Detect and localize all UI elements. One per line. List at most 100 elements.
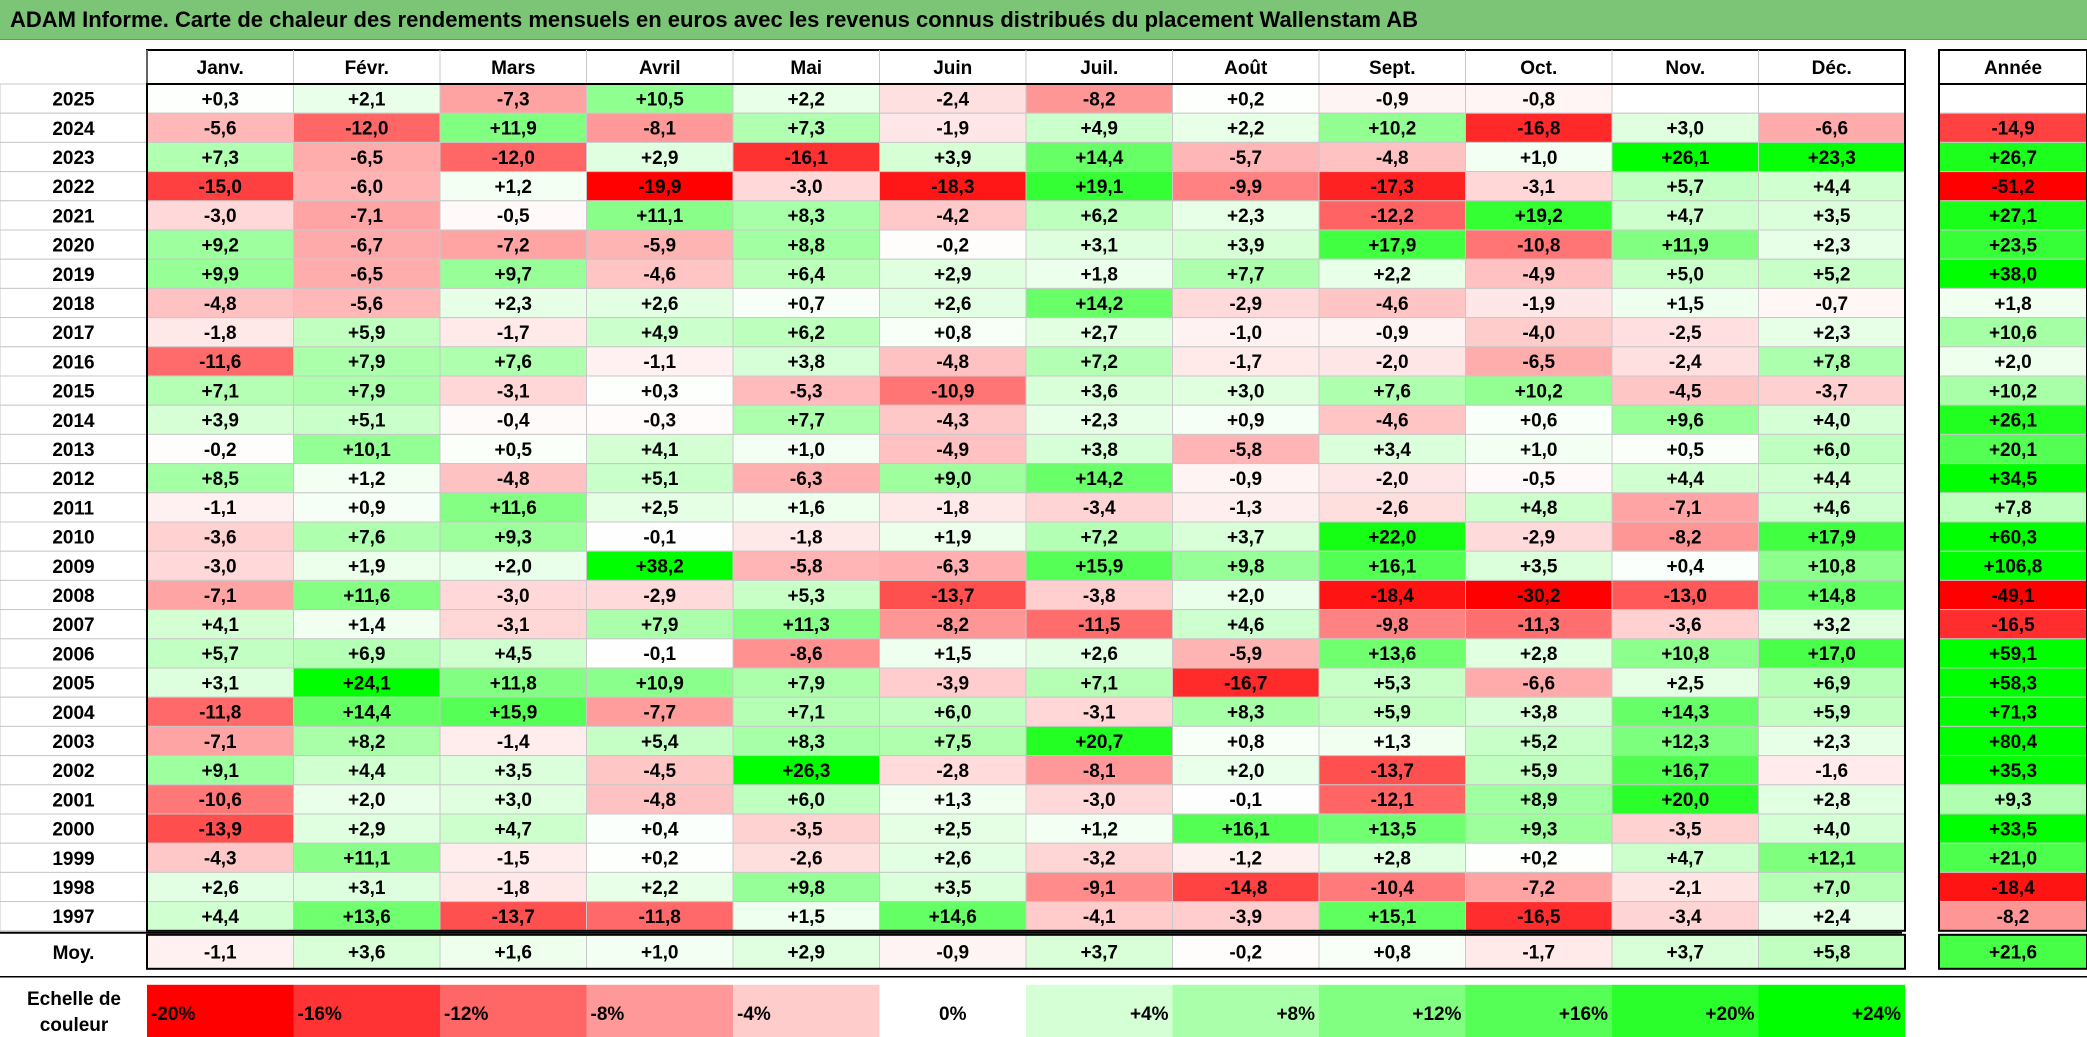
year-label-2017: 2017 (52, 323, 94, 344)
heat-cell-2001-6-label: -3,0 (1083, 790, 1116, 811)
month-header-4: Mai (790, 58, 822, 79)
heat-cell-2020-8-label: +17,9 (1368, 235, 1416, 256)
heat-cell-1998-8 (1318, 871, 1466, 903)
annual-cell-2004-label: +71,3 (1989, 703, 2037, 724)
heat-cell-2004-3-label: -7,7 (643, 703, 676, 724)
heat-cell-1997-11 (1758, 901, 1906, 932)
heat-cell-2017-3-label: +4,9 (641, 323, 679, 344)
heat-cell-2013-0-label: -0,2 (204, 440, 237, 461)
month-header-11: Déc. (1812, 58, 1852, 79)
heat-cell-2018-2-label: +2,3 (494, 294, 532, 315)
heat-cell-1997-9-label: -16,5 (1517, 907, 1561, 928)
heat-cell-2010-4-label: -1,8 (790, 527, 823, 548)
year-label-2001: 2001 (52, 790, 95, 811)
heat-cell-2019-5 (879, 258, 1027, 289)
heat-cell-2023-3-label: +2,9 (641, 148, 679, 169)
heat-cell-1997-10 (1611, 901, 1759, 932)
heat-cell-2019-11-label: +5,2 (1813, 265, 1851, 286)
heat-cell-2017-2 (439, 317, 587, 348)
annual-cell-1999-label: +21,0 (1989, 849, 2037, 870)
heat-cell-2006-4 (732, 638, 880, 669)
heat-cell-2010-8 (1318, 521, 1466, 552)
heat-cell-2009-0 (146, 550, 294, 581)
heat-cell-2011-9 (1465, 492, 1613, 523)
year-cell (0, 550, 148, 581)
heat-cell-2004-2-label: +15,9 (489, 703, 537, 724)
heat-cell-2017-9 (1465, 317, 1613, 348)
average-row-border (146, 933, 1906, 970)
heat-cell-2025-5-label: -2,4 (936, 89, 969, 110)
heat-cell-2025-9-label: -0,8 (1522, 89, 1555, 110)
heat-cell-2019-2-label: +9,7 (494, 265, 532, 286)
heat-cell-2017-0-label: -1,8 (204, 323, 237, 344)
heat-cell-2018-4 (732, 287, 880, 319)
heat-cell-2018-5-label: +2,6 (934, 294, 972, 315)
heat-cell-2022-9-label: -3,1 (1522, 177, 1555, 198)
heat-cell-2019-10-label: +5,0 (1666, 265, 1704, 286)
heat-cell-2009-8 (1318, 550, 1466, 581)
heat-cell-2003-5-label: +7,5 (934, 732, 972, 753)
heat-cell-2015-7-label: +3,0 (1227, 381, 1265, 402)
heat-cell-2001-0-label: -10,6 (199, 790, 242, 811)
heat-cell-2011-10-label: -7,1 (1669, 498, 1702, 519)
heat-cell-2007-8-label: -9,8 (1376, 615, 1409, 636)
heat-cell-1998-2 (439, 871, 587, 903)
heat-cell-2009-7 (1172, 550, 1320, 581)
heat-cell-2008-6 (1025, 579, 1173, 611)
year-label-2012: 2012 (52, 469, 94, 490)
heat-cell-2004-8 (1318, 696, 1466, 727)
heat-cell-2017-11-label: +2,3 (1813, 323, 1851, 344)
year-label-2010: 2010 (52, 528, 94, 549)
heat-cell-2009-1 (293, 550, 441, 581)
heat-cell-2012-9-label: -0,5 (1522, 469, 1555, 490)
heat-cell-2023-2 (439, 141, 587, 173)
heat-cell-2008-5 (879, 579, 1027, 611)
heat-cell-2024-8-label: +10,2 (1368, 119, 1416, 140)
heat-cell-2021-5 (879, 200, 1027, 231)
annual-cell-2023 (1938, 141, 2087, 173)
heat-cell-2008-2 (439, 579, 587, 611)
annual-cell-2022-label: -51,2 (1991, 177, 2034, 198)
heat-cell-1997-0-label: +4,4 (201, 907, 239, 928)
heat-cell-1998-11-label: +7,0 (1813, 878, 1851, 899)
heat-cell-2000-7-label: +16,1 (1222, 819, 1271, 840)
heat-cell-2022-1 (293, 171, 441, 202)
heat-cell-2024-10-label: +3,0 (1666, 119, 1704, 140)
heat-cell-2003-2-label: -1,4 (497, 732, 530, 753)
heat-cell-2025-0 (146, 83, 294, 114)
year-label-2013: 2013 (52, 440, 94, 461)
heat-cell-2024-2 (439, 112, 587, 143)
average-cell-9-label: -1,7 (1522, 943, 1555, 964)
heat-cell-2004-5 (879, 696, 1027, 727)
annual-header (1938, 49, 2087, 85)
annual-cell-2006-label: +59,1 (1989, 644, 2038, 665)
heat-cell-2021-3 (586, 200, 734, 231)
scale-swatch-3 (586, 984, 733, 1037)
heat-cell-2009-1-label: +1,9 (348, 557, 386, 578)
heat-cell-2003-4 (732, 725, 880, 757)
heat-cell-2018-3-label: +2,6 (641, 294, 679, 315)
heat-cell-2024-2-label: +11,9 (490, 119, 537, 140)
heat-cell-2005-2-label: +11,8 (490, 673, 537, 694)
heat-cell-2009-3-label: +38,2 (636, 557, 684, 578)
heat-cell-2010-9-label: -2,9 (1522, 527, 1555, 548)
heat-cell-2019-1-label: -6,5 (350, 265, 383, 286)
heat-cell-2008-11-label: +14,8 (1808, 586, 1856, 607)
heat-cell-2003-7-label: +0,8 (1227, 732, 1265, 753)
heat-cell-2009-3 (586, 550, 734, 581)
heat-cell-2017-8 (1318, 317, 1466, 348)
heat-cell-2024-9-label: -16,8 (1517, 119, 1560, 140)
heat-cell-2000-4-label: -3,5 (790, 819, 823, 840)
heat-cell-2023-1-label: -6,5 (350, 148, 383, 169)
heat-cell-2001-1 (293, 784, 441, 815)
scale-stop-6: +4% (1130, 1004, 1169, 1025)
heat-cell-2020-0-label: +9,2 (201, 235, 239, 256)
heat-cell-2011-3 (586, 492, 734, 523)
heat-cell-2006-10-label: +10,8 (1661, 644, 1709, 665)
heat-cell-2002-2 (439, 755, 587, 786)
heat-cell-2003-3 (586, 725, 734, 757)
heat-cell-1999-9-label: +0,2 (1520, 849, 1558, 870)
heat-cell-2004-0 (146, 696, 294, 727)
heat-cell-2007-8 (1318, 609, 1466, 640)
heat-cell-1997-3 (586, 901, 734, 932)
